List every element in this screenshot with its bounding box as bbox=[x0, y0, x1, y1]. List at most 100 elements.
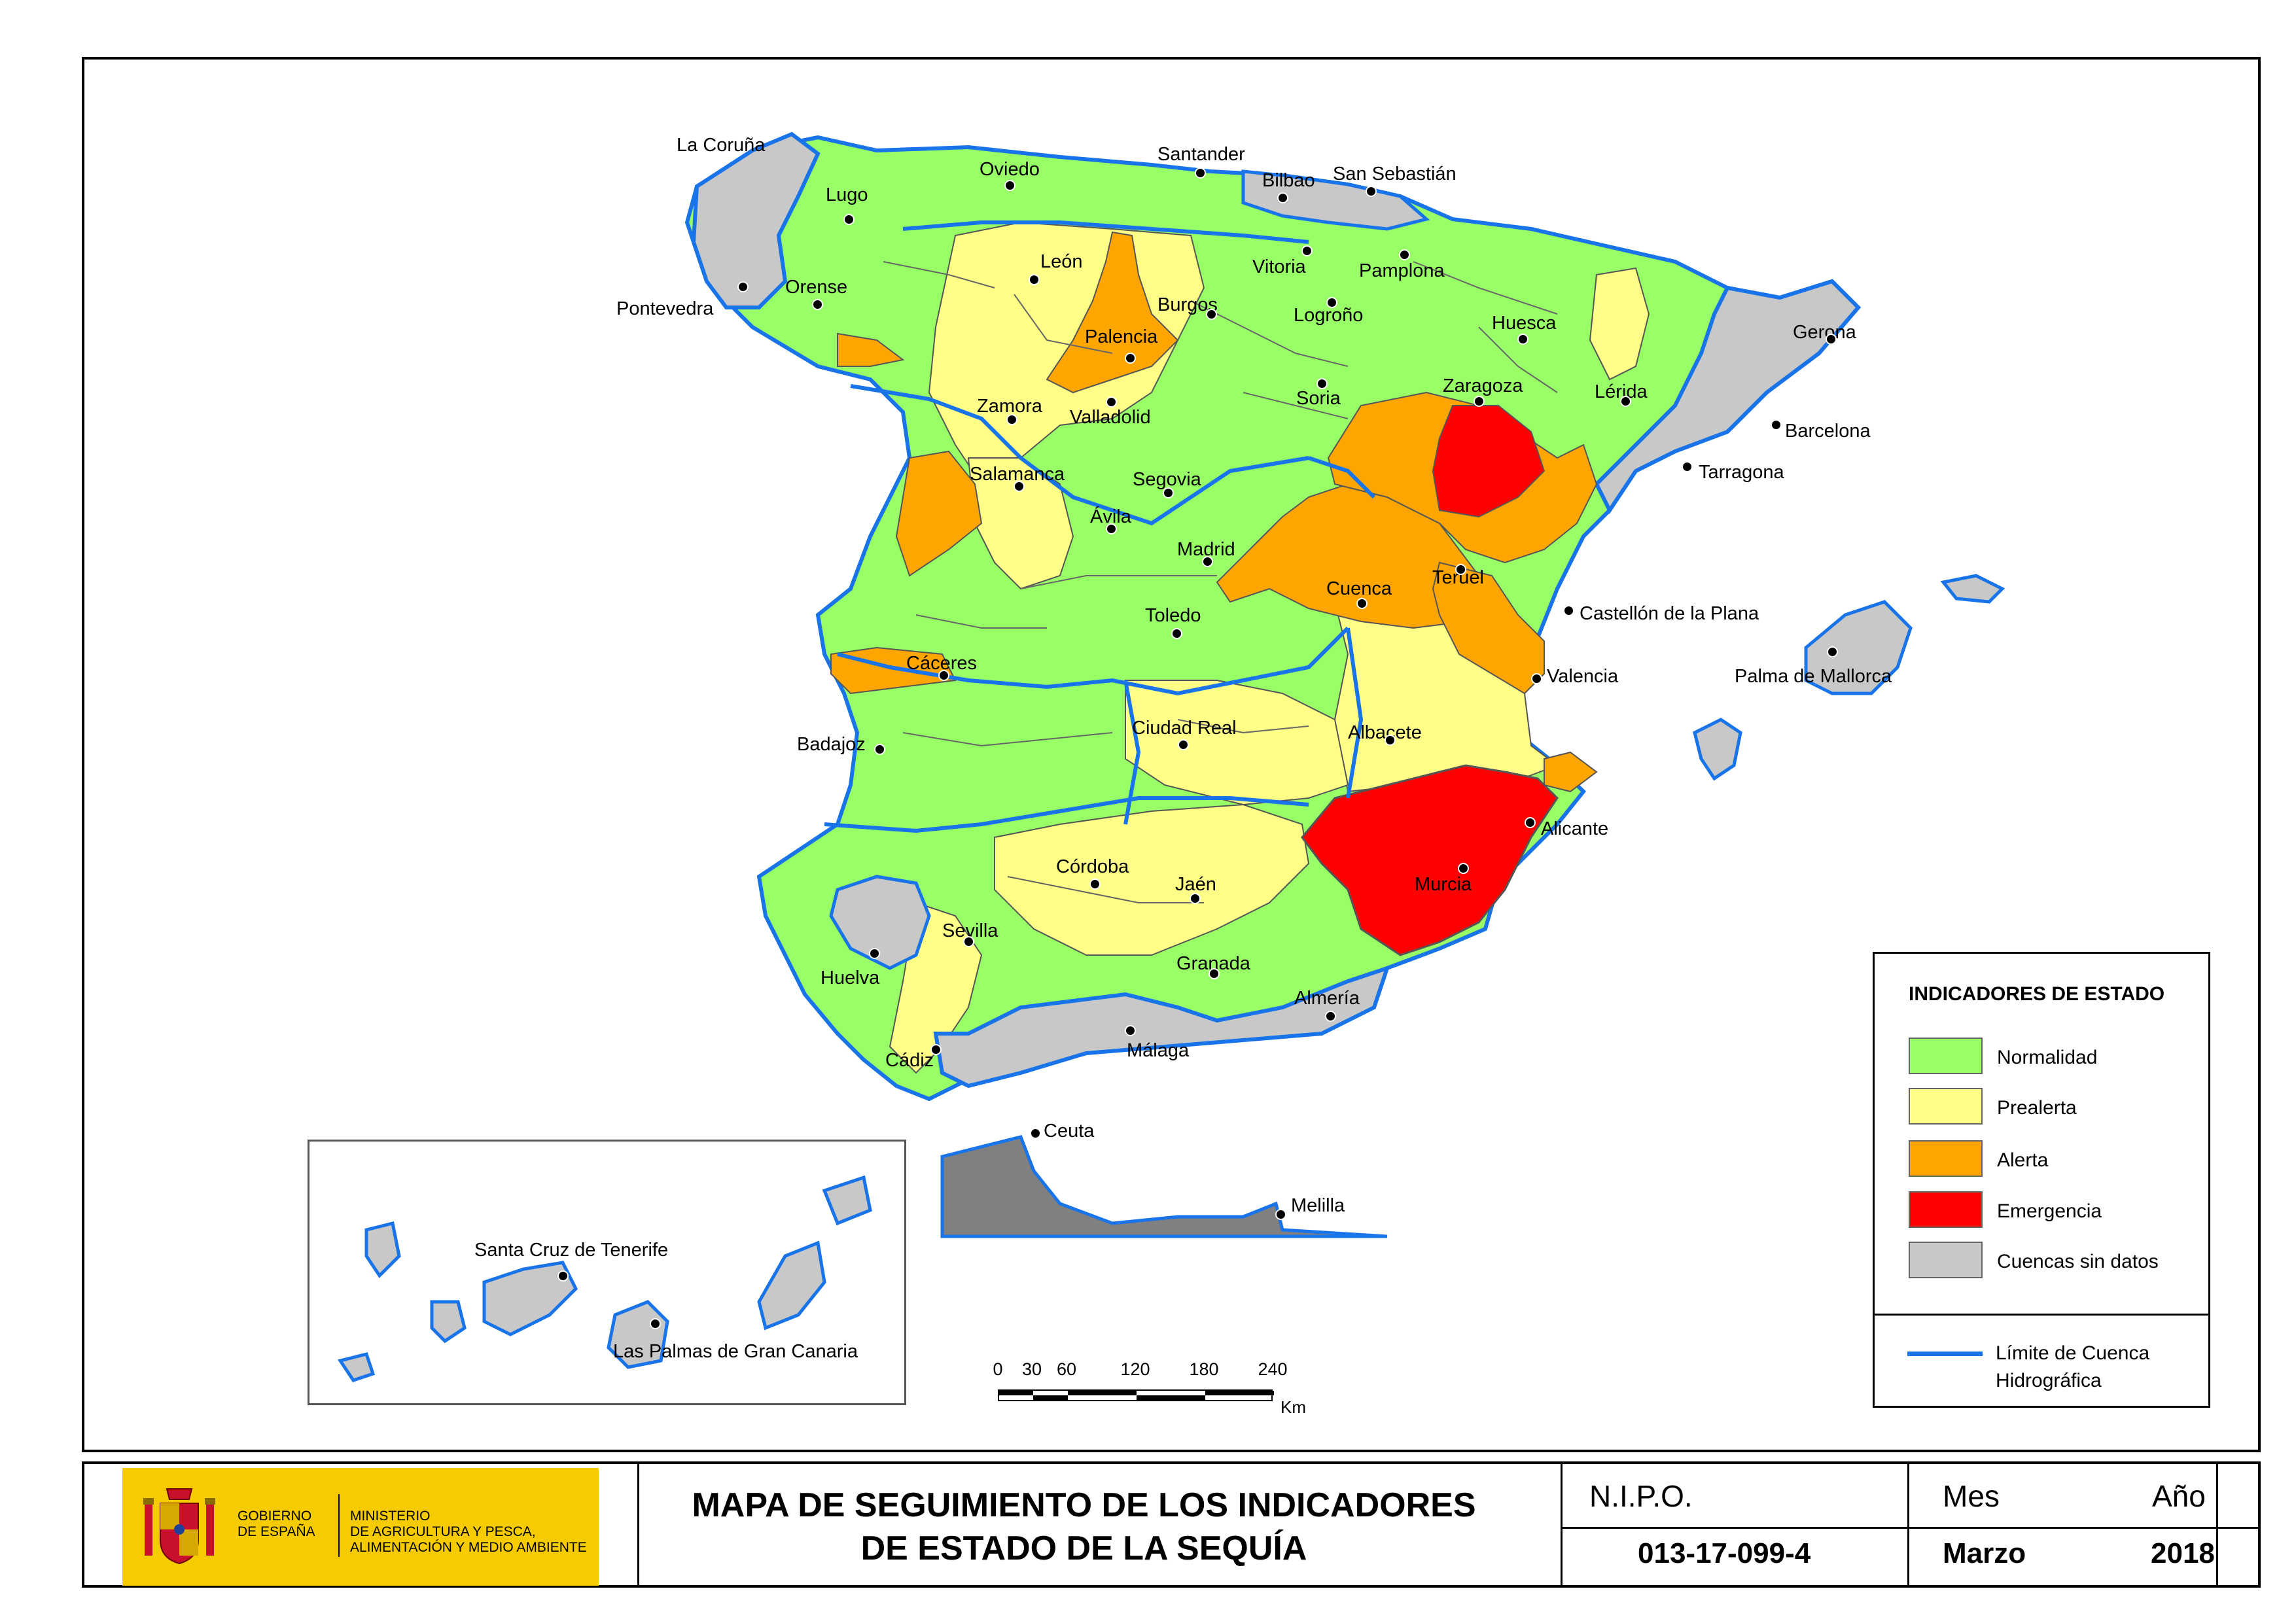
city-dot bbox=[1195, 167, 1206, 179]
city-dot bbox=[1771, 419, 1782, 430]
city-dot bbox=[1531, 673, 1542, 684]
city-zaragoza: Zaragoza bbox=[1443, 375, 1523, 396]
legend-swatch bbox=[1909, 1088, 1983, 1125]
palencia-alerta bbox=[1046, 231, 1179, 394]
city-ciudad-real: Ciudad Real bbox=[1132, 718, 1237, 739]
cuenca-boundaries bbox=[824, 220, 1376, 833]
segura-emergencia bbox=[1301, 764, 1559, 956]
galicia-sin-datos bbox=[691, 131, 821, 309]
city-dot bbox=[1178, 739, 1189, 750]
city-palma: Palma de Mallorca bbox=[1735, 666, 1892, 687]
header-divider bbox=[1563, 1527, 2261, 1529]
city-salamanca: Salamanca bbox=[970, 464, 1065, 485]
city-dot bbox=[1171, 628, 1182, 639]
city-santander: Santander bbox=[1157, 144, 1245, 165]
logo-ministerio-text: MINISTERIO DE AGRICULTURA Y PESCA, ALIME… bbox=[350, 1509, 587, 1556]
city-oviedo: Oviedo bbox=[980, 159, 1040, 180]
canary-islands-inset bbox=[308, 1140, 906, 1405]
scale-tick: 0 bbox=[993, 1359, 1003, 1379]
city-dot bbox=[1125, 1025, 1136, 1036]
city-dot bbox=[1029, 274, 1040, 285]
city-dot bbox=[1030, 1128, 1041, 1139]
city-dot bbox=[930, 1044, 942, 1055]
cuenca-limit-label: Límite de Cuenca Hidrográfica bbox=[1996, 1340, 2149, 1395]
city-dot bbox=[1206, 309, 1217, 320]
city-cadiz: Cádiz bbox=[885, 1050, 934, 1071]
scale-tick: 240 bbox=[1258, 1359, 1288, 1379]
scale-segment bbox=[999, 1391, 1033, 1395]
city-dot bbox=[1190, 893, 1201, 904]
city-gerona: Gerona bbox=[1793, 322, 1856, 343]
city-dot bbox=[1325, 1011, 1336, 1022]
city-bilbao: Bilbao bbox=[1262, 170, 1315, 191]
map-title-line1: MAPA DE SEGUIMIENTO DE LOS INDICADORES bbox=[692, 1486, 1476, 1524]
ministry-logo: GOBIERNO DE ESPAÑA MINISTERIO DE AGRICUL… bbox=[122, 1468, 599, 1586]
city-dot bbox=[1275, 1209, 1286, 1220]
scale-segment bbox=[1137, 1395, 1205, 1400]
scale-segment bbox=[1068, 1391, 1137, 1395]
orense-alerta bbox=[837, 332, 905, 367]
city-dot bbox=[1563, 605, 1574, 616]
city-dot bbox=[1458, 863, 1469, 874]
logo-line: ALIMENTACIÓN Y MEDIO AMBIENTE bbox=[350, 1540, 587, 1555]
mes-value: Marzo bbox=[1943, 1537, 2026, 1569]
city-dot bbox=[812, 299, 823, 310]
city-jaen: Jaén bbox=[1175, 874, 1216, 895]
city-soria: Soria bbox=[1296, 388, 1341, 409]
cuenca-limit-line bbox=[1907, 1352, 1983, 1356]
city-dot bbox=[1125, 353, 1136, 364]
city-dot bbox=[737, 281, 749, 292]
sub-basin-lines bbox=[883, 261, 1558, 903]
scale-tick: 180 bbox=[1189, 1359, 1219, 1379]
city-dot bbox=[1014, 481, 1025, 492]
city-santa-cruz: Santa Cruz de Tenerife bbox=[474, 1240, 669, 1261]
scale-tick: 120 bbox=[1120, 1359, 1150, 1379]
city-dot bbox=[1620, 396, 1631, 407]
ceuta-melilla-area bbox=[940, 1135, 1388, 1238]
city-dot bbox=[1106, 523, 1117, 534]
legend-label: Prealerta bbox=[1997, 1097, 2077, 1119]
city-badajoz: Badajoz bbox=[797, 734, 866, 755]
city-segovia: Segovia bbox=[1133, 469, 1201, 490]
city-lugo: Lugo bbox=[826, 184, 868, 205]
guadalquivir-prealerta bbox=[994, 803, 1310, 956]
city-avila: Ávila bbox=[1090, 506, 1131, 527]
map-frame bbox=[82, 57, 2261, 1452]
city-malaga: Málaga bbox=[1127, 1040, 1190, 1061]
city-vitoria: Vitoria bbox=[1252, 256, 1306, 277]
city-dot bbox=[1004, 180, 1016, 191]
logo-line: DE ESPAÑA bbox=[238, 1524, 315, 1539]
city-cuenca: Cuenca bbox=[1326, 578, 1392, 599]
scale-unit: Km bbox=[1280, 1397, 1306, 1417]
city-zamora: Zamora bbox=[977, 396, 1042, 417]
city-dot bbox=[1455, 564, 1466, 575]
cuenca-limit-label-line2: Hidrográfica bbox=[1996, 1370, 2102, 1391]
city-toledo: Toledo bbox=[1145, 605, 1201, 626]
scale-tick: 30 bbox=[1021, 1359, 1042, 1379]
zaragoza-emergencia bbox=[1432, 405, 1545, 518]
city-logrono: Logroño bbox=[1294, 305, 1364, 326]
city-melilla: Melilla bbox=[1291, 1195, 1345, 1216]
legend-swatch bbox=[1909, 1038, 1983, 1074]
city-huesca: Huesca bbox=[1492, 313, 1557, 334]
city-dot bbox=[1517, 334, 1528, 345]
guadiana-prealerta bbox=[1125, 680, 1349, 806]
city-dot bbox=[1385, 735, 1396, 746]
city-dot bbox=[650, 1318, 661, 1329]
city-dot bbox=[1006, 414, 1017, 425]
logo-line: MINISTERIO bbox=[350, 1509, 431, 1524]
cuenca-limit-label-line1: Límite de Cuenca bbox=[1996, 1342, 2150, 1364]
menorca bbox=[1940, 574, 2005, 604]
logo-line: DE AGRICULTURA Y PESCA, bbox=[350, 1524, 536, 1539]
map-title: MAPA DE SEGUIMIENTO DE LOS INDICADORES D… bbox=[634, 1484, 1534, 1570]
city-leon: León bbox=[1040, 251, 1083, 272]
city-pontevedra: Pontevedra bbox=[616, 298, 714, 319]
city-palencia: Palencia bbox=[1085, 326, 1158, 347]
city-dot bbox=[1106, 396, 1117, 408]
city-dot bbox=[938, 670, 949, 681]
legend-label: Emergencia bbox=[1997, 1200, 2102, 1222]
city-tarragona: Tarragona bbox=[1699, 462, 1784, 483]
city-cordoba: Córdoba bbox=[1056, 856, 1129, 877]
city-madrid: Madrid bbox=[1177, 539, 1235, 560]
north-strip-sin-datos bbox=[1241, 169, 1430, 231]
